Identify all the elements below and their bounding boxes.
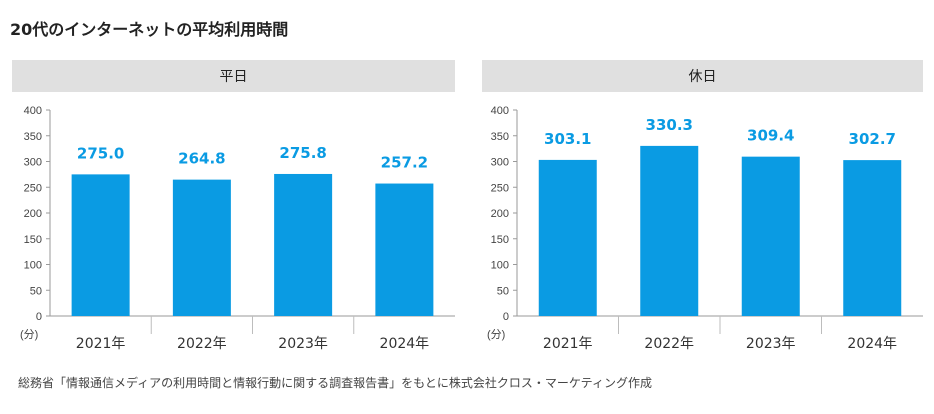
weekday-bar bbox=[274, 173, 333, 316]
source-note: 総務省「情報通信メディアの利用時間と情報行動に関する調査報告書」をもとに株式会社… bbox=[18, 376, 652, 390]
weekday-y-tick-label: 400 bbox=[24, 105, 42, 117]
weekday-chart-title: 平日 bbox=[219, 69, 248, 85]
holiday-data-label: 303.1 bbox=[544, 130, 591, 148]
weekday-category-label: 2021年 bbox=[76, 336, 126, 352]
holiday-y-tick-label: 100 bbox=[491, 260, 509, 272]
holiday-category-label: 2024年 bbox=[847, 336, 897, 352]
weekday-data-label: 275.8 bbox=[279, 144, 326, 162]
holiday-y-tick-label: 0 bbox=[503, 311, 509, 323]
weekday-y-tick-label: 350 bbox=[24, 131, 42, 143]
weekday-data-label: 264.8 bbox=[178, 150, 225, 168]
holiday-bar bbox=[640, 145, 699, 316]
holiday-y-tick-label: 200 bbox=[491, 208, 509, 220]
weekday-y-tick-label: 100 bbox=[24, 260, 42, 272]
holiday-category-label: 2021年 bbox=[543, 336, 593, 352]
page-title: 20代のインターネットの平均利用時間 bbox=[10, 20, 289, 39]
holiday-y-tick-label: 350 bbox=[491, 131, 509, 143]
weekday-y-unit-label: (分) bbox=[20, 328, 38, 341]
holiday-bar bbox=[741, 156, 800, 316]
holiday-y-unit-label: (分) bbox=[487, 328, 505, 341]
weekday-y-tick-label: 50 bbox=[30, 285, 42, 297]
holiday-y-tick-label: 250 bbox=[491, 182, 509, 194]
holiday-category-label: 2022年 bbox=[644, 336, 694, 352]
holiday-y-tick-label: 400 bbox=[491, 105, 509, 117]
weekday-bar bbox=[172, 179, 231, 316]
weekday-panel-header: 平日 bbox=[12, 60, 455, 92]
weekday-data-label: 257.2 bbox=[381, 154, 428, 172]
weekday-bar bbox=[375, 183, 434, 316]
holiday-bar bbox=[843, 160, 902, 316]
weekday-category-label: 2023年 bbox=[278, 336, 328, 352]
holiday-y-tick-label: 300 bbox=[491, 157, 509, 169]
holiday-data-label: 302.7 bbox=[849, 130, 896, 148]
weekday-category-label: 2022年 bbox=[177, 336, 227, 352]
holiday-y-tick-label: 150 bbox=[491, 234, 509, 246]
weekday-bar bbox=[71, 174, 130, 316]
holiday-y-tick-label: 50 bbox=[497, 285, 509, 297]
weekday-y-tick-label: 150 bbox=[24, 234, 42, 246]
holiday-category-label: 2023年 bbox=[746, 336, 796, 352]
weekday-y-tick-label: 250 bbox=[24, 182, 42, 194]
weekday-y-tick-label: 200 bbox=[24, 208, 42, 220]
weekday-y-tick-label: 300 bbox=[24, 157, 42, 169]
holiday-data-label: 330.3 bbox=[646, 116, 693, 134]
weekday-y-tick-label: 0 bbox=[36, 311, 42, 323]
holiday-panel-header: 休日 bbox=[482, 60, 923, 92]
weekday-data-label: 275.0 bbox=[77, 144, 124, 162]
weekday-category-label: 2024年 bbox=[380, 336, 430, 352]
holiday-data-label: 309.4 bbox=[747, 127, 794, 145]
holiday-chart-title: 休日 bbox=[688, 69, 717, 85]
holiday-bar bbox=[538, 159, 597, 316]
